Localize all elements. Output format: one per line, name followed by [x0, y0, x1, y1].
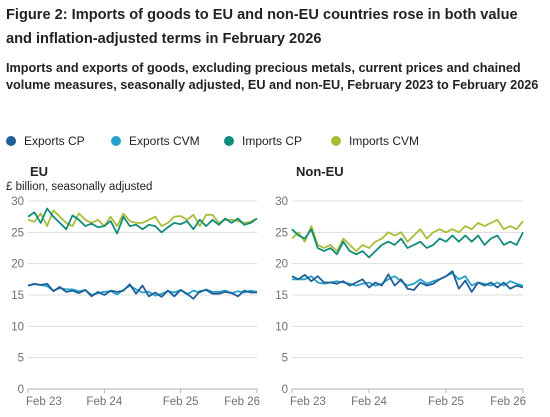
legend-label-imports-cp: Imports CP — [242, 134, 303, 148]
panel-title-non-eu: Non-EU — [296, 164, 344, 179]
y-tick-label-eu-0: 0 — [18, 384, 24, 396]
x-tick-label-eu-0: Feb 23 — [26, 396, 62, 408]
figure-subtitle: Imports and exports of goods, excluding … — [6, 61, 539, 92]
series-line-non-eu-exports-cp — [291, 270, 524, 293]
legend-label-exports-cp: Exports CP — [24, 134, 85, 148]
y-tick-label-eu-25: 25 — [11, 227, 24, 239]
x-tick-label-non-eu-0: Feb 23 — [290, 396, 326, 408]
legend-label-imports-cvm: Imports CVM — [349, 134, 420, 148]
x-tick-label-eu-3: Feb 26 — [224, 396, 260, 408]
y-tick-label-non-eu-10: 10 — [275, 321, 288, 333]
legend-item-imports-cp[interactable]: Imports CP — [224, 133, 302, 149]
legend-item-exports-cvm[interactable]: Exports CVM — [111, 133, 200, 149]
y-tick-label-eu-30: 30 — [11, 196, 24, 208]
series-line-non-eu-imports-cvm — [291, 218, 524, 253]
series-line-eu-exports-cp — [27, 282, 257, 300]
panel-title-eu: EU — [30, 164, 48, 179]
x-tick-label-eu-1: Feb 24 — [86, 396, 122, 408]
y-tick-label-non-eu-0: 0 — [282, 384, 288, 396]
x-tick-label-non-eu-1: Feb 24 — [351, 396, 387, 408]
y-tick-label-non-eu-20: 20 — [275, 259, 288, 271]
series-line-eu-imports-cvm — [27, 209, 258, 228]
x-tick-label-non-eu-2: Feb 25 — [428, 396, 464, 408]
series-line-eu-exports-cvm — [27, 283, 258, 297]
y-tick-label-non-eu-15: 15 — [275, 290, 288, 302]
y-tick-label-eu-5: 5 — [18, 353, 24, 365]
legend-item-imports-cvm[interactable]: Imports CVM — [331, 133, 419, 149]
y-tick-label-non-eu-5: 5 — [282, 353, 288, 365]
x-tick-label-eu-2: Feb 25 — [163, 396, 199, 408]
legend-swatch-exports-cp — [6, 136, 16, 146]
y-tick-label-non-eu-30: 30 — [275, 196, 288, 208]
series-line-eu-imports-cp — [27, 207, 258, 235]
y-tick-label-eu-15: 15 — [11, 290, 24, 302]
legend-swatch-exports-cvm — [111, 136, 121, 146]
y-tick-label-eu-10: 10 — [11, 321, 24, 333]
x-tick-label-non-eu-3: Feb 26 — [490, 396, 526, 408]
legend-swatch-imports-cvm — [331, 136, 341, 146]
legend-item-exports-cp[interactable]: Exports CP — [6, 133, 85, 149]
y-tick-label-eu-20: 20 — [11, 259, 24, 271]
series-line-non-eu-imports-cp — [291, 228, 524, 259]
y-tick-label-non-eu-25: 25 — [275, 227, 288, 239]
legend-label-exports-cvm: Exports CVM — [129, 134, 200, 148]
chart-legend: Exports CP Exports CVM Imports CP Import… — [6, 133, 546, 149]
y-axis-label-eu: £ billion, seasonally adjusted — [6, 181, 152, 193]
legend-swatch-imports-cp — [224, 136, 234, 146]
figure-title: Figure 2: Imports of goods to EU and non… — [6, 7, 518, 47]
